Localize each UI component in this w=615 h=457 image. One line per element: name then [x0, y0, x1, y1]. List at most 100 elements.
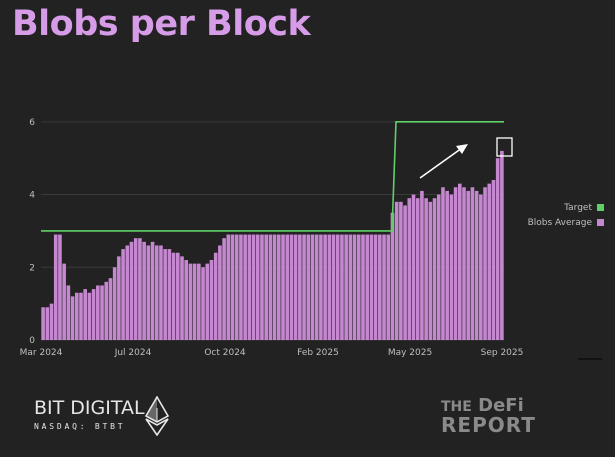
bar-54 [268, 234, 273, 340]
bar-51 [255, 234, 260, 340]
bar-42 [218, 245, 222, 340]
bar-35 [188, 263, 193, 340]
bar-99 [458, 183, 462, 340]
bar-1 [45, 307, 50, 340]
page-title: Blobs per Block [12, 4, 311, 44]
bar-66 [319, 234, 323, 340]
bar-8 [74, 292, 79, 340]
bar-48 [243, 234, 247, 340]
bar-36 [192, 263, 197, 340]
bar-89 [415, 198, 420, 340]
bar-78 [369, 234, 374, 340]
chart-legend: Target Blobs Average [518, 200, 604, 230]
legend-swatch-blobs-average [597, 219, 604, 226]
bar-45 [230, 234, 235, 340]
bar-82 [386, 234, 391, 340]
bar-13 [96, 285, 100, 340]
bar-62 [302, 234, 306, 340]
bar-11 [87, 292, 92, 340]
bar-19 [121, 249, 125, 340]
bar-4 [58, 234, 62, 340]
bar-85 [399, 201, 403, 340]
bar-17 [112, 267, 117, 340]
bar-46 [234, 234, 239, 340]
legend-item-target: Target [518, 200, 604, 215]
bar-52 [260, 234, 264, 340]
bar-74 [352, 234, 357, 340]
bar-98 [453, 187, 458, 340]
bar-18 [117, 256, 121, 340]
bar-88 [411, 194, 416, 340]
highlight-box [496, 137, 513, 157]
bar-0 [41, 307, 45, 340]
bar-20 [125, 245, 130, 340]
x-tick-label-3: Feb 2025 [297, 348, 339, 358]
bar-59 [289, 234, 294, 340]
y-tick-label-4: 4 [29, 191, 35, 201]
bar-38 [201, 267, 205, 340]
bar-47 [239, 234, 243, 340]
bar-90 [420, 190, 424, 340]
bar-95 [441, 187, 445, 340]
bar-29 [163, 249, 167, 340]
bar-72 [344, 234, 348, 340]
bar-32 [175, 252, 180, 340]
bar-31 [171, 252, 176, 340]
bar-84 [394, 201, 399, 340]
bar-23 [138, 238, 142, 340]
bar-103 [474, 190, 479, 340]
bar-24 [142, 241, 146, 340]
bar-102 [470, 187, 475, 340]
y-tick-label-6: 6 [29, 118, 35, 128]
bar-79 [373, 234, 378, 340]
bar-76 [361, 234, 365, 340]
legend-label-target: Target [564, 202, 592, 213]
corner-divider [578, 358, 602, 360]
legend-swatch-target [597, 204, 604, 211]
bar-44 [226, 234, 231, 340]
trend-arrow-line [419, 147, 463, 179]
bar-22 [133, 238, 138, 340]
x-tick-label-4: May 2025 [388, 348, 432, 358]
ethereum-icon [144, 396, 170, 436]
bar-64 [310, 234, 315, 340]
bar-61 [298, 234, 302, 340]
bar-80 [378, 234, 382, 340]
defi-report-defi: DeFi [478, 395, 524, 416]
bar-34 [184, 260, 189, 340]
bar-108 [495, 158, 500, 340]
bar-14 [100, 285, 104, 340]
bar-101 [466, 190, 471, 340]
bar-50 [251, 234, 256, 340]
trend-arrow-head [456, 144, 468, 154]
defi-report-report: REPORT [441, 413, 536, 437]
bar-63 [306, 234, 311, 340]
bar-86 [403, 205, 407, 340]
bar-91 [424, 198, 428, 340]
bar-25 [146, 245, 151, 340]
bar-6 [66, 285, 71, 340]
bar-53 [264, 234, 268, 340]
bar-55 [272, 234, 277, 340]
bar-2 [49, 303, 54, 340]
bar-71 [340, 234, 344, 340]
y-tick-label-2: 2 [29, 263, 35, 273]
bar-10 [83, 289, 87, 340]
bit-digital-name: BIT DIGITAL [34, 397, 145, 419]
bar-7 [70, 296, 75, 340]
bar-75 [356, 234, 361, 340]
target-line [41, 121, 504, 232]
bit-digital-ticker: NASDAQ: BTBT [34, 422, 126, 431]
x-tick-label-0: Mar 2024 [20, 348, 63, 358]
bar-57 [281, 234, 285, 340]
bar-33 [180, 256, 184, 340]
x-tick-label-1: Jul 2024 [114, 348, 152, 358]
bar-21 [129, 241, 134, 340]
x-tick-label-2: Oct 2024 [204, 348, 246, 358]
legend-item-blobs-average: Blobs Average [518, 215, 604, 230]
bar-93 [432, 198, 437, 340]
bar-30 [167, 249, 172, 340]
y-tick-label-0: 0 [29, 336, 35, 346]
bar-107 [491, 180, 496, 340]
